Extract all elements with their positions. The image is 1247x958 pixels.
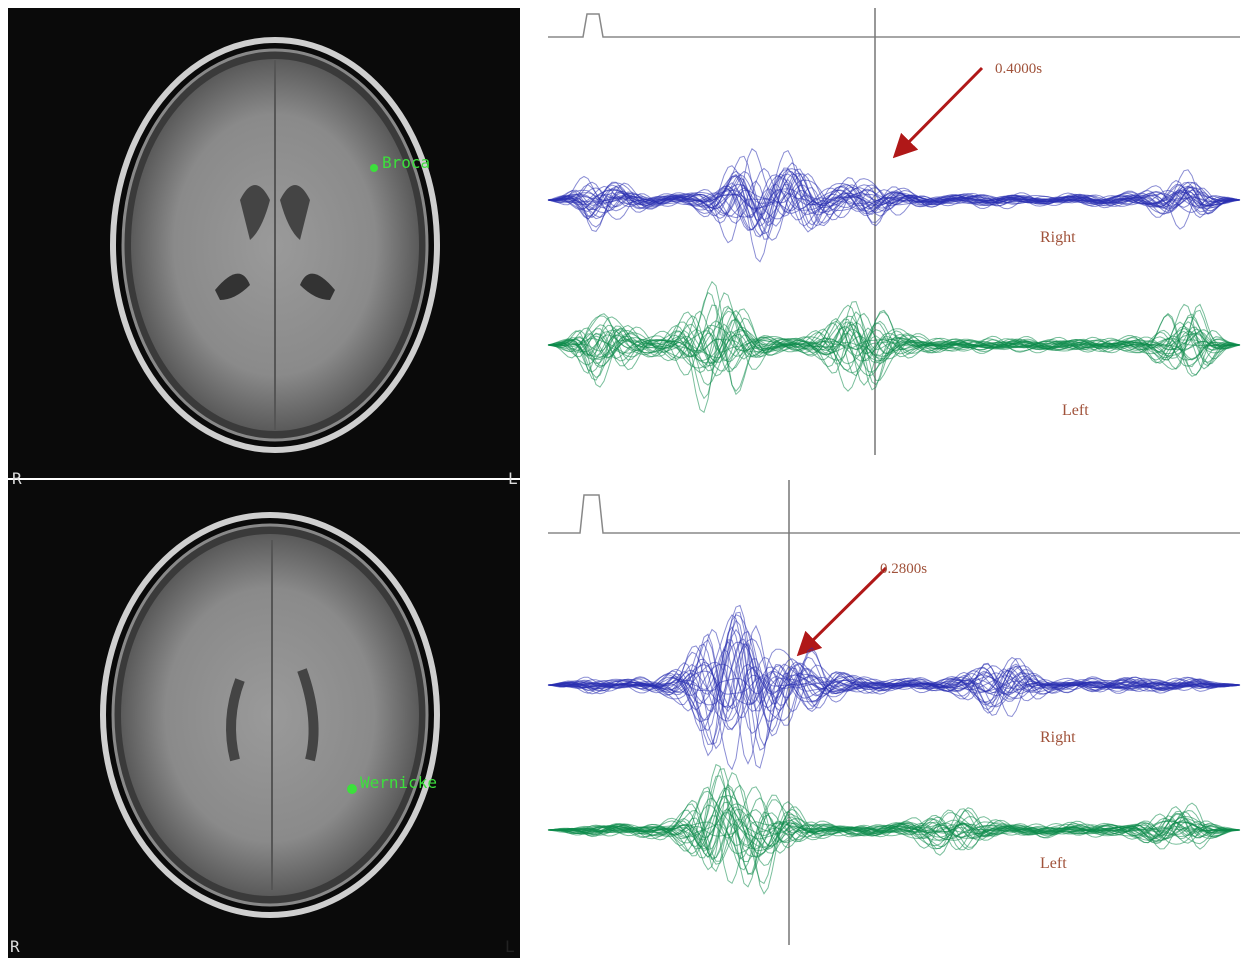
waveform-trace [548, 796, 1240, 884]
waveform-trace [548, 776, 1240, 856]
waveform-trace [548, 293, 1240, 376]
page: Broca Wernicke R L R L 0.4000s Right Lef… [0, 0, 1247, 958]
figure: Broca Wernicke R L R L 0.4000s Right Lef… [0, 0, 1247, 958]
trace-label: Left [1062, 402, 1089, 419]
marker-dot [347, 784, 357, 794]
waveform-trace [548, 627, 1240, 731]
marker-dot [370, 164, 378, 172]
waveform-trace [548, 665, 1240, 730]
waveform-trace [548, 785, 1240, 894]
region-label: Broca [382, 153, 430, 172]
time-label: 0.4000s [995, 61, 1042, 77]
waveform-trace [548, 785, 1240, 851]
brain-bottom [103, 515, 437, 915]
waveform-trace [548, 605, 1240, 745]
waveform-trace [548, 305, 1240, 412]
waveform-trace [548, 649, 1240, 764]
waveforms [548, 149, 1240, 413]
stimulus-line [548, 14, 1240, 37]
waveform-trace [548, 169, 1240, 262]
arrow [897, 68, 982, 154]
waveform-trace [548, 630, 1240, 722]
waveform-trace [548, 630, 1240, 712]
waveform-trace [548, 773, 1240, 870]
stimulus-line [548, 495, 1240, 533]
waveform-trace [548, 639, 1240, 708]
orientation-label: L [508, 469, 518, 488]
arrow [801, 568, 886, 652]
trace-label: Right [1040, 729, 1076, 746]
trace-label: Left [1040, 855, 1067, 872]
orientation-label: L [505, 937, 515, 956]
trace-label: Right [1040, 229, 1076, 246]
waveform-trace [548, 765, 1240, 859]
brain-top [113, 40, 437, 450]
time-label: 0.2800s [880, 561, 927, 577]
waveform-trace [548, 612, 1240, 744]
orientation-label: R [10, 937, 20, 956]
orientation-label: R [12, 469, 22, 488]
waveform-trace [548, 626, 1240, 769]
waveform-trace [548, 639, 1240, 749]
region-label: Wernicke [360, 773, 437, 792]
waveform-trace [548, 151, 1240, 231]
waveforms [548, 605, 1240, 893]
